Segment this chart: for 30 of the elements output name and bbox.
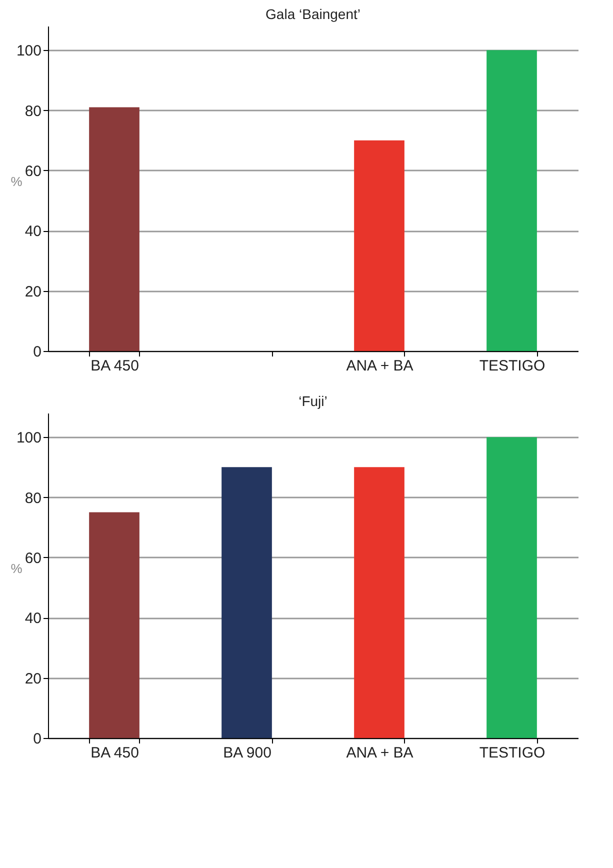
y-tick-label: 60 (24, 550, 42, 567)
chart-title: Gala ‘Baingent’ (266, 6, 360, 22)
bar (222, 467, 272, 738)
x-tick-label: BA 900 (223, 744, 272, 762)
bar (89, 107, 140, 351)
y-tick-label: 80 (24, 102, 42, 120)
bar (486, 437, 537, 738)
y-tick-label: 20 (24, 670, 42, 688)
y-tick-label: 0 (33, 344, 42, 360)
x-tick-label: ANA + BA (346, 744, 414, 762)
bar (89, 512, 140, 738)
bar (354, 467, 404, 738)
y-tick-label: 100 (16, 42, 42, 60)
y-tick-label: 80 (24, 490, 42, 507)
y-axis-title: % (10, 174, 23, 189)
x-tick-label: BA 450 (90, 744, 139, 762)
y-axis-title: % (10, 561, 23, 576)
x-tick-label: TESTIGO (479, 358, 546, 374)
y-tick-label: 0 (33, 730, 42, 748)
y-tick-label: 60 (24, 162, 42, 180)
x-tick-label: ANA + BA (346, 358, 414, 374)
y-tick-label: 20 (24, 283, 42, 300)
bar (354, 140, 404, 351)
x-tick-label: BA 450 (90, 358, 139, 374)
chart-title: ‘Fuji’ (298, 393, 328, 409)
y-tick-label: 40 (24, 610, 42, 628)
bar (486, 50, 537, 351)
y-tick-label: 40 (24, 223, 42, 240)
y-tick-label: 100 (16, 430, 42, 447)
x-tick-label: TESTIGO (479, 744, 546, 762)
